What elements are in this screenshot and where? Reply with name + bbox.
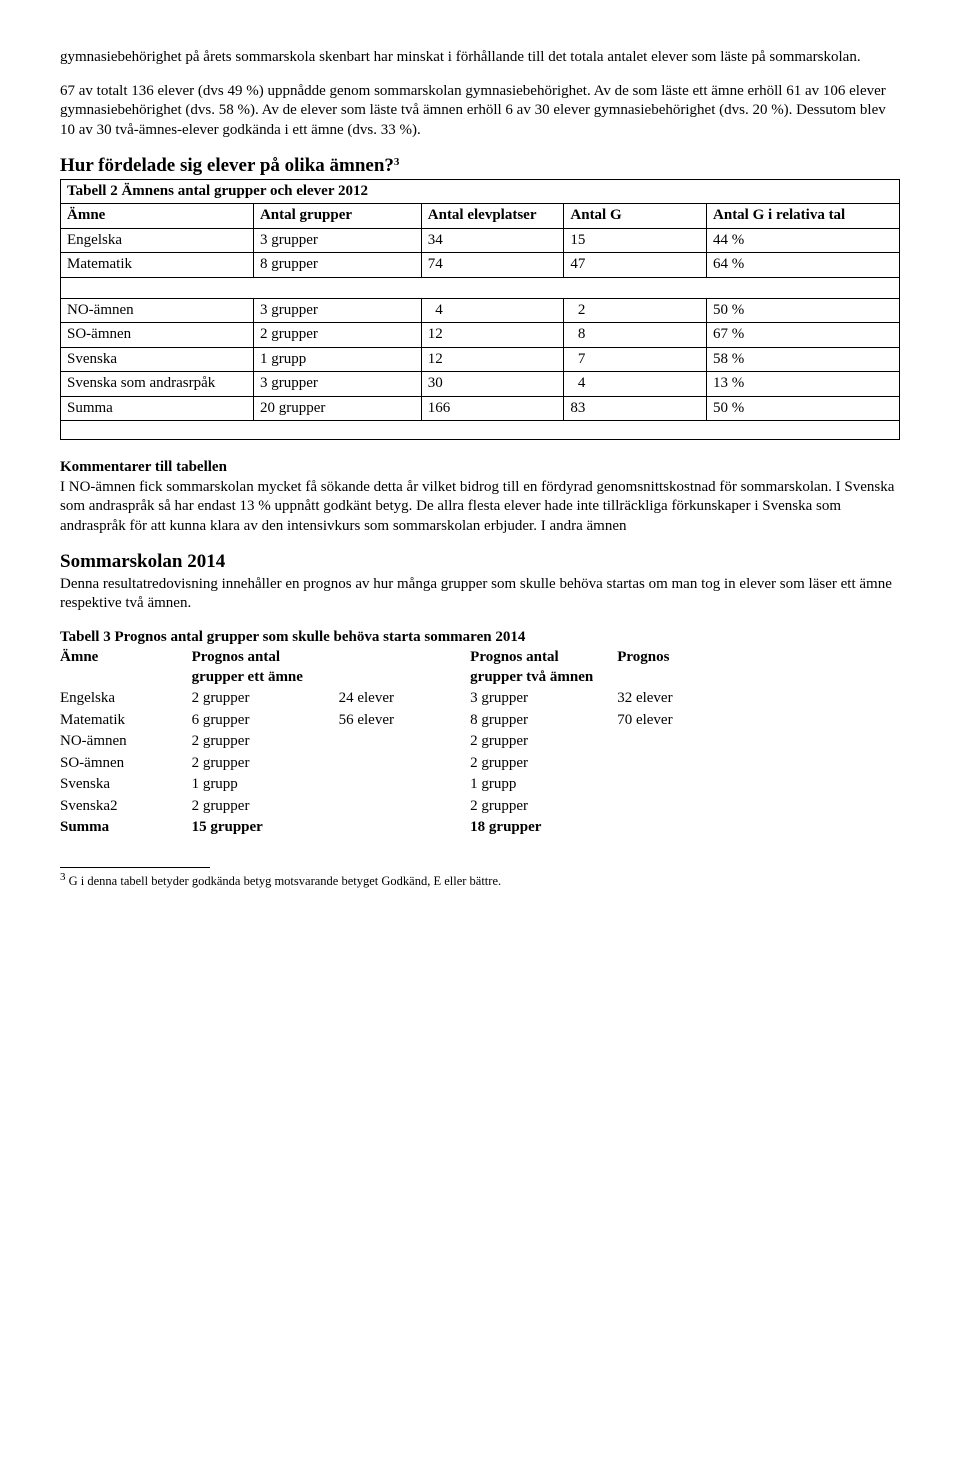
footnote-3: 3 G i denna tabell betyder godkända bety… (60, 870, 900, 889)
comments-heading: Kommentarer till tabellen (60, 459, 227, 475)
table-header (339, 647, 471, 688)
table-2-subjects: Tabell 2 Ämnens antal grupper och elever… (60, 179, 900, 441)
table-3-prognosis: Ämne Prognos antal grupper ett ämne Prog… (60, 647, 749, 839)
section-heading-2014: Sommarskolan 2014 (60, 551, 225, 572)
table-header: Ämne (60, 647, 192, 688)
table-row: NO-ämnen 3 grupper 4 2 50 % (61, 298, 900, 323)
table-header: Antal G (564, 204, 707, 229)
table-row: Svenska som andrasrpåk 3 grupper 30 4 13… (61, 372, 900, 397)
table-row: NO-ämnen 2 grupper 2 grupper (60, 731, 749, 753)
table-row-sum: Summa 15 grupper 18 grupper (60, 817, 749, 839)
table-header: Ämne (61, 204, 254, 229)
table-row: Summa 20 grupper 166 83 50 % (61, 396, 900, 421)
table-row: Engelska 3 grupper 34 15 44 % (61, 228, 900, 253)
table-3-caption: Tabell 3 Prognos antal grupper som skull… (60, 628, 900, 648)
section-heading-distribution: Hur fördelade sig elever på olika ämnen? (60, 155, 394, 176)
table-header: Prognos antal grupper två ämnen (470, 647, 617, 688)
table-header: Prognos antal grupper ett ämne (192, 647, 339, 688)
table-row: Svenska 1 grupp 1 grupp (60, 774, 749, 796)
footnote-ref-3: 3 (394, 156, 400, 168)
table-row: Matematik 6 grupper 56 elever 8 grupper … (60, 710, 749, 732)
footnote-divider (60, 867, 210, 868)
paragraph-intro-1: gymnasiebehörighet på årets sommarskola … (60, 48, 900, 68)
table-2-caption: Tabell 2 Ämnens antal grupper och elever… (61, 179, 900, 204)
table-header: Antal G i relativa tal (707, 204, 900, 229)
section2-body: Denna resultatredovisning innehåller en … (60, 575, 900, 614)
table-header: Prognos (617, 647, 749, 688)
comments-paragraph: Kommentarer till tabellen I NO-ämnen fic… (60, 458, 900, 536)
table-row: SO-ämnen 2 grupper 12 8 67 % (61, 323, 900, 348)
table-row: Svenska2 2 grupper 2 grupper (60, 796, 749, 818)
table-spacer-row (61, 421, 900, 440)
table-row: SO-ämnen 2 grupper 2 grupper (60, 753, 749, 775)
comments-body: I NO-ämnen fick sommarskolan mycket få s… (60, 479, 894, 534)
table-row: Svenska 1 grupp 12 7 58 % (61, 347, 900, 372)
footnote-text: G i denna tabell betyder godkända betyg … (66, 874, 502, 888)
table-spacer-row (61, 277, 900, 298)
table-header: Antal elevplatser (421, 204, 564, 229)
paragraph-intro-2: 67 av totalt 136 elever (dvs 49 %) uppnå… (60, 82, 900, 141)
table-row: Engelska 2 grupper 24 elever 3 grupper 3… (60, 688, 749, 710)
table-header: Antal grupper (253, 204, 421, 229)
table-row: Matematik 8 grupper 74 47 64 % (61, 253, 900, 278)
